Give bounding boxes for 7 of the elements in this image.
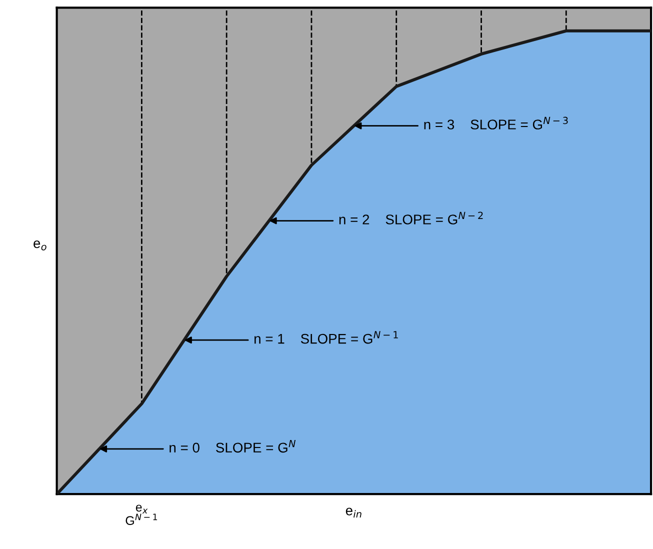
y-axis-title: e$_{o}$ bbox=[34, 240, 46, 250]
x-axis-title: e$_{in}$ bbox=[346, 508, 362, 518]
annotation: n = 3 SLOPE = G$^{N−3}$ bbox=[424, 116, 568, 130]
text: e$_{x}$ G$^{N−1}$ bbox=[126, 504, 158, 525]
annotation: n = 0 SLOPE = G$^{N}$ bbox=[170, 440, 296, 453]
annotation: n = 1 SLOPE = G$^{N−1}$ bbox=[254, 331, 398, 344]
annotation: n = 2 SLOPE = G$^{N−2}$ bbox=[339, 212, 483, 224]
